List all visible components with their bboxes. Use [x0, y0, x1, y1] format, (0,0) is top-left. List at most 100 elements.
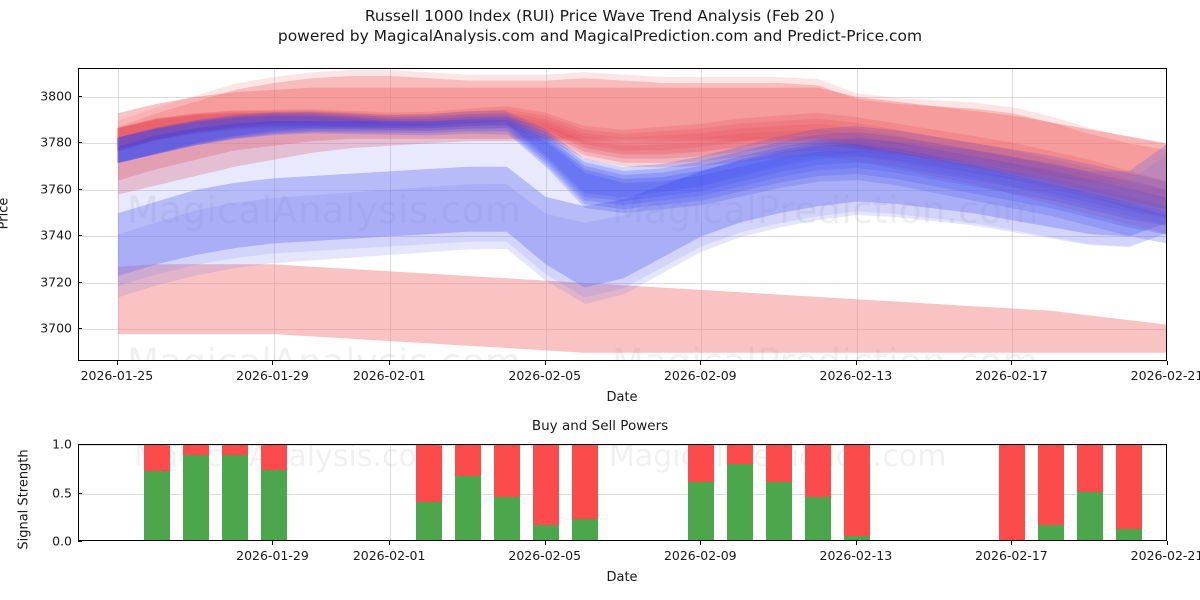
sell-power-segment	[416, 445, 442, 503]
y-tick-label: 3800	[40, 88, 72, 104]
signal-bar[interactable]	[843, 445, 870, 540]
signal-x-tick-label: 2026-02-13	[819, 548, 893, 563]
signal-bar[interactable]	[532, 445, 559, 540]
x-tick-mark	[272, 361, 274, 365]
gridline-horizontal	[79, 189, 1166, 191]
bull-outer-band	[117, 138, 1166, 288]
signal-bar[interactable]	[143, 445, 170, 540]
signal-bar[interactable]	[805, 445, 831, 540]
price-wave-bands	[116, 70, 1166, 353]
buy-power-segment	[143, 471, 170, 540]
y-tick-mark	[78, 281, 82, 283]
sell-power-segment	[1077, 445, 1104, 492]
x-tick-label: 2026-01-29	[236, 368, 309, 383]
buy-power-segment	[454, 476, 481, 540]
sell-power-segment	[182, 445, 209, 455]
x-tick-mark	[700, 361, 702, 365]
signal-bar[interactable]	[999, 445, 1026, 540]
signal-bar[interactable]	[688, 445, 715, 540]
y-tick-label: 3780	[40, 134, 72, 150]
signal-bar[interactable]	[727, 445, 754, 540]
buy-power-segment	[688, 481, 715, 540]
y-tick-label: 3720	[40, 274, 72, 290]
sell-power-segment	[1038, 445, 1065, 525]
signal-x-tick-mark	[272, 541, 274, 545]
gridline-vertical	[545, 69, 547, 360]
bull-core-band-3	[118, 115, 1166, 235]
y-tick-label: 3700	[40, 320, 72, 336]
x-tick-label: 2026-02-21	[1130, 368, 1200, 383]
gridline-horizontal	[79, 493, 1166, 495]
y-tick-mark	[78, 235, 82, 237]
bull-core-band-4	[118, 116, 1166, 244]
signal-x-axis-label: Date	[606, 570, 638, 585]
signal-bar[interactable]	[1116, 445, 1143, 540]
sell-power-segment	[454, 445, 481, 476]
signal-x-tick-mark	[389, 541, 391, 545]
x-tick-label: 2026-01-25	[80, 368, 154, 383]
gridline-vertical	[701, 69, 703, 360]
gridline-vertical	[1012, 69, 1014, 360]
sell-power-segment	[843, 445, 870, 537]
signal-bar[interactable]	[1077, 445, 1104, 540]
signal-bar[interactable]	[1038, 445, 1065, 540]
x-tick-label: 2026-02-17	[975, 368, 1048, 383]
bear-span-band	[117, 70, 1166, 212]
signal-bar[interactable]	[571, 445, 598, 540]
buy-power-segment	[766, 481, 793, 540]
bull-outer-band-ghost	[117, 152, 1166, 304]
signal-y-tick-label: 0.0	[52, 533, 72, 549]
buy-power-segment	[532, 524, 559, 540]
buy-power-segment	[260, 470, 287, 540]
gridline-vertical	[273, 69, 275, 360]
signal-x-tick-mark	[544, 541, 546, 545]
bull-core-band-2	[117, 114, 1166, 226]
sell-power-segment	[727, 445, 754, 465]
bear-core-band-0	[116, 106, 1166, 201]
signal-bar[interactable]	[182, 445, 209, 540]
signal-bar[interactable]	[766, 445, 793, 540]
signal-bar[interactable]	[493, 445, 520, 540]
sell-power-segment	[532, 445, 559, 525]
gridline-horizontal	[79, 329, 1166, 331]
gridline-horizontal	[79, 96, 1166, 98]
sell-power-segment	[1116, 445, 1143, 530]
y-tick-label: 3760	[40, 181, 72, 197]
page-subtitle: powered by MagicalAnalysis.com and Magic…	[277, 27, 923, 45]
signal-x-tick-mark	[855, 541, 857, 545]
gridline-vertical	[390, 445, 392, 540]
signal-y-tick-label: 0.5	[52, 485, 72, 500]
signal-bar[interactable]	[260, 445, 287, 540]
buy-power-segment	[1038, 524, 1065, 540]
signal-x-tick-mark	[1011, 541, 1013, 545]
price-wave-plot: MagicalAnalysis.com MagicalPrediction.com…	[78, 68, 1167, 361]
signal-y-tick-mark	[78, 444, 82, 445]
support-band	[117, 264, 1166, 353]
signal-x-tick-label: 2026-01-29	[236, 548, 309, 563]
signal-y-tick-mark	[78, 541, 82, 542]
price-x-axis-label: Date	[606, 390, 638, 405]
signal-x-tick-label: 2026-02-21	[1130, 548, 1200, 563]
gridline-vertical	[856, 69, 858, 360]
gridline-horizontal	[79, 282, 1166, 284]
x-tick-mark	[855, 361, 857, 365]
signal-x-tick-label: 2026-02-01	[352, 548, 426, 563]
x-tick-label: 2026-02-13	[819, 368, 893, 383]
signal-x-tick-mark	[1167, 541, 1168, 545]
buy-power-segment	[1116, 529, 1143, 540]
buy-power-segment	[843, 536, 870, 540]
y-tick-mark	[78, 95, 82, 97]
gridline-horizontal	[79, 445, 1166, 446]
price-y-axis-label: Price	[0, 197, 12, 230]
signal-bar[interactable]	[221, 445, 248, 540]
bear-core-band-3	[118, 112, 1166, 226]
gridline-horizontal	[79, 143, 1166, 145]
sell-power-segment	[999, 445, 1026, 540]
bear-core-band-4	[119, 113, 1166, 235]
bear-outer-band	[117, 76, 1166, 218]
page-title: Russell 1000 Index (RUI) Price Wave Tren…	[364, 7, 836, 25]
signal-bar[interactable]	[416, 445, 442, 540]
signal-bar[interactable]	[454, 445, 481, 540]
x-tick-label: 2026-02-05	[508, 368, 582, 383]
x-tick-label: 2026-02-09	[663, 368, 737, 383]
